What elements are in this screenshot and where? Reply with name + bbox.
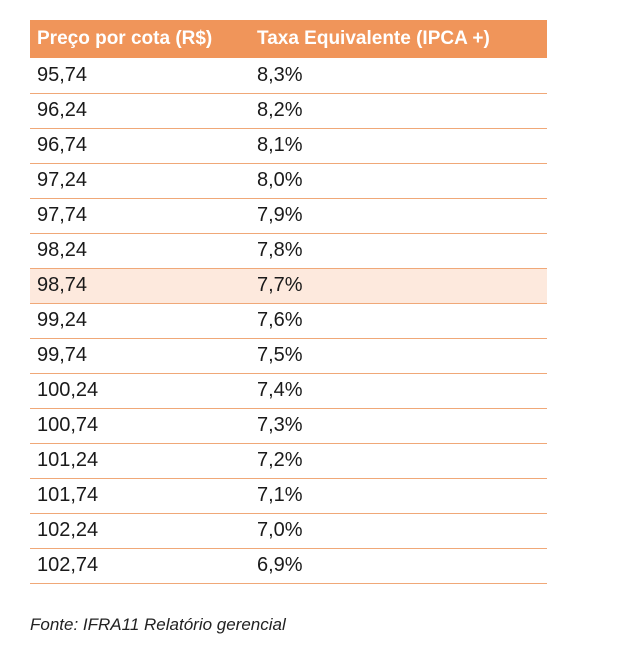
table-row: 100,74 7,3% <box>30 408 547 444</box>
rate-cell: 8,0% <box>250 163 547 199</box>
table-header: Preço por cota (R$) Taxa Equivalente (IP… <box>30 20 547 58</box>
price-cell: 101,24 <box>30 443 250 479</box>
rate-cell: 7,7% <box>250 268 547 304</box>
table-row: 98,24 7,8% <box>30 233 547 269</box>
price-cell: 99,24 <box>30 303 250 339</box>
table-row: 96,24 8,2% <box>30 93 547 129</box>
rate-cell: 7,5% <box>250 338 547 374</box>
price-cell: 100,74 <box>30 408 250 444</box>
table-row: 99,74 7,5% <box>30 338 547 374</box>
table-row: 102,24 7,0% <box>30 513 547 549</box>
rate-cell: 7,9% <box>250 198 547 234</box>
column-header-price: Preço por cota (R$) <box>30 20 250 58</box>
rate-cell: 8,1% <box>250 128 547 164</box>
table-row: 98,74 7,7% <box>30 268 547 304</box>
rate-cell: 7,6% <box>250 303 547 339</box>
price-cell: 101,74 <box>30 478 250 514</box>
rate-cell: 7,1% <box>250 478 547 514</box>
price-cell: 99,74 <box>30 338 250 374</box>
price-cell: 97,74 <box>30 198 250 234</box>
table-row: 97,74 7,9% <box>30 198 547 234</box>
table-row: 100,24 7,4% <box>30 373 547 409</box>
source-caption: Fonte: IFRA11 Relatório gerencial <box>30 615 286 634</box>
rate-cell: 6,9% <box>250 548 547 584</box>
table-row: 102,74 6,9% <box>30 548 547 584</box>
rate-cell: 7,2% <box>250 443 547 479</box>
table-body: 95,74 8,3% 96,24 8,2% 96,74 8,1% 97,24 8,0% 97,7… <box>30 58 547 584</box>
price-cell: 97,24 <box>30 163 250 199</box>
rate-cell: 7,3% <box>250 408 547 444</box>
table-row: 101,24 7,2% <box>30 443 547 479</box>
table-row: 99,24 7,6% <box>30 303 547 339</box>
table-row: 101,74 7,1% <box>30 478 547 514</box>
price-cell: 100,24 <box>30 373 250 409</box>
price-rate-table: Preço por cota (R$) Taxa Equivalente (IP… <box>30 20 547 584</box>
price-cell: 98,24 <box>30 233 250 269</box>
rate-cell: 7,4% <box>250 373 547 409</box>
price-cell: 102,24 <box>30 513 250 549</box>
rate-cell: 7,8% <box>250 233 547 269</box>
column-header-rate: Taxa Equivalente (IPCA +) <box>250 20 547 58</box>
price-cell: 95,74 <box>30 58 250 94</box>
rate-cell: 8,2% <box>250 93 547 129</box>
price-cell: 98,74 <box>30 268 250 304</box>
price-cell: 96,24 <box>30 93 250 129</box>
rate-cell: 7,0% <box>250 513 547 549</box>
table-row: 97,24 8,0% <box>30 163 547 199</box>
table-row: 95,74 8,3% <box>30 58 547 94</box>
rate-cell: 8,3% <box>250 58 547 94</box>
price-cell: 102,74 <box>30 548 250 584</box>
price-cell: 96,74 <box>30 128 250 164</box>
price-rate-table-container: Preço por cota (R$) Taxa Equivalente (IP… <box>30 20 547 584</box>
header-row: Preço por cota (R$) Taxa Equivalente (IP… <box>30 20 547 58</box>
table-row: 96,74 8,1% <box>30 128 547 164</box>
